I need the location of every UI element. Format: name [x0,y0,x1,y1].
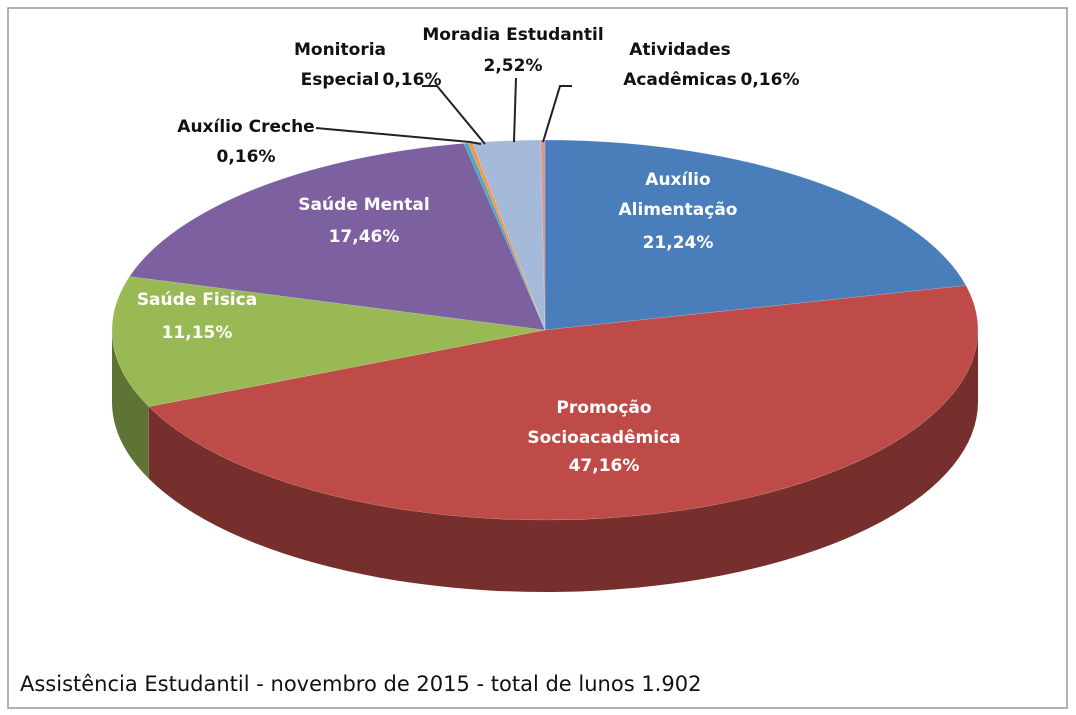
slice-label: Atividades Acadêmicas [623,40,737,90]
pie-slice [148,285,979,521]
slice-label: Saúde Mental [298,195,430,215]
leader-line [513,77,517,143]
frame [7,7,1068,709]
pie-sides [112,330,978,593]
pie-slice [544,139,967,331]
pie-slice [463,142,546,331]
slice-value-label: 2,52% [483,56,543,76]
slice-value-label: 0,16% [740,70,800,90]
pie-slice-side [148,330,978,593]
slice-label: Auxílio Creche [177,117,315,137]
leader-line [315,127,482,145]
slice-label: Auxílio Alimentação [618,170,738,220]
leader-line [422,85,486,145]
slice-label: Promoção Socioacadêmica [527,398,681,448]
pie-slice-side [112,330,149,479]
slice-value-label: 21,24% [642,233,714,253]
slice-value-label: 0,16% [382,70,442,90]
slice-value-label: 11,15% [161,323,233,343]
chart-title: Assistência Estudantil - novembro de 201… [20,672,702,696]
leader-line [542,85,572,143]
slice-value-label: 47,16% [568,456,640,476]
slice-label: Moradia Estudantil [422,25,604,45]
slice-value-label: 17,46% [328,227,400,247]
slice-label: Saúde Fisica [136,290,258,310]
leader-lines [315,77,572,145]
slice-label: Monitoria Especial [293,40,386,90]
pie-slice [129,143,546,331]
pie-tops [111,139,979,521]
pie-slice [111,276,546,407]
slice-value-label: 0,16% [216,147,276,167]
